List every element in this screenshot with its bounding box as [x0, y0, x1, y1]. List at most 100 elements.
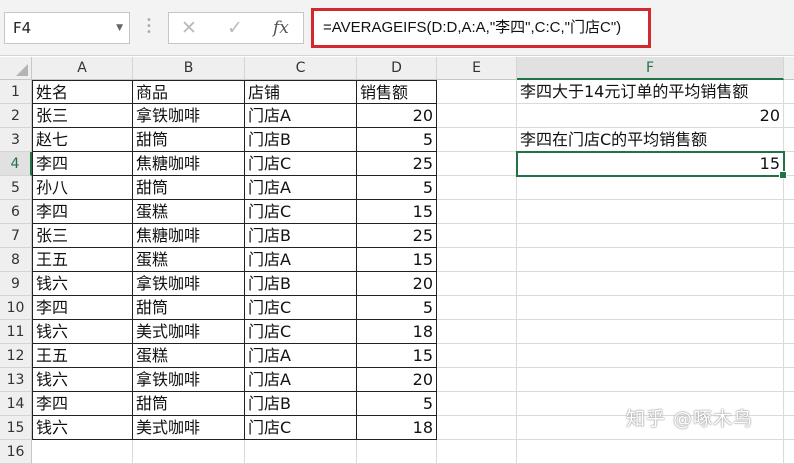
row-header[interactable]: 9: [0, 272, 32, 296]
table-cell[interactable]: 蛋糕: [133, 248, 245, 272]
cell[interactable]: [437, 80, 517, 104]
chevron-down-icon[interactable]: ▼: [116, 23, 123, 33]
row-header[interactable]: 1: [0, 80, 32, 104]
formula-input[interactable]: =AVERAGEIFS(D:D,A:A,"李四",C:C,"门店C"): [311, 8, 651, 48]
row-header[interactable]: 15: [0, 416, 32, 440]
table-cell[interactable]: 门店A: [245, 368, 357, 392]
select-all-button[interactable]: [0, 57, 32, 80]
enter-icon[interactable]: ✓: [227, 17, 243, 39]
cell[interactable]: [437, 296, 517, 320]
table-cell[interactable]: 李四: [32, 200, 133, 224]
cell[interactable]: [517, 416, 784, 440]
cell[interactable]: [437, 416, 517, 440]
cell[interactable]: [784, 224, 794, 248]
cell[interactable]: [784, 344, 794, 368]
cell[interactable]: 20: [517, 104, 784, 128]
cell[interactable]: [784, 392, 794, 416]
row-header[interactable]: 4: [0, 152, 32, 176]
table-cell[interactable]: 25: [357, 224, 437, 248]
table-cell[interactable]: 甜筒: [133, 176, 245, 200]
column-header[interactable]: B: [133, 57, 245, 80]
table-cell[interactable]: 蛋糕: [133, 344, 245, 368]
cell[interactable]: [517, 344, 784, 368]
table-cell[interactable]: 门店B: [245, 392, 357, 416]
table-cell[interactable]: 甜筒: [133, 392, 245, 416]
cell[interactable]: [245, 440, 357, 464]
cell[interactable]: [357, 440, 437, 464]
cell[interactable]: [517, 272, 784, 296]
column-header[interactable]: F: [517, 57, 784, 80]
cell[interactable]: [32, 440, 133, 464]
cell[interactable]: 李四在门店C的平均销售额: [517, 128, 784, 152]
table-cell[interactable]: 孙八: [32, 176, 133, 200]
table-cell[interactable]: 门店C: [245, 296, 357, 320]
cell[interactable]: [784, 152, 794, 176]
table-cell[interactable]: 门店A: [245, 104, 357, 128]
drag-handle-icon[interactable]: • • •: [146, 15, 152, 38]
cell[interactable]: 李四大于14元订单的平均销售额: [517, 80, 784, 104]
table-cell[interactable]: 商品: [133, 80, 245, 104]
table-cell[interactable]: 门店A: [245, 176, 357, 200]
table-cell[interactable]: 20: [357, 272, 437, 296]
column-header[interactable]: C: [245, 57, 357, 80]
cell[interactable]: [784, 80, 794, 104]
table-cell[interactable]: 门店B: [245, 272, 357, 296]
row-header[interactable]: 13: [0, 368, 32, 392]
table-cell[interactable]: 拿铁咖啡: [133, 272, 245, 296]
cell[interactable]: [784, 320, 794, 344]
table-cell[interactable]: 20: [357, 368, 437, 392]
table-cell[interactable]: 门店A: [245, 344, 357, 368]
table-cell[interactable]: 18: [357, 320, 437, 344]
table-cell[interactable]: 美式咖啡: [133, 416, 245, 440]
cell[interactable]: [784, 248, 794, 272]
table-cell[interactable]: 5: [357, 176, 437, 200]
table-cell[interactable]: 5: [357, 392, 437, 416]
row-header[interactable]: 12: [0, 344, 32, 368]
row-header[interactable]: 16: [0, 440, 32, 464]
table-cell[interactable]: 王五: [32, 248, 133, 272]
cell[interactable]: [437, 224, 517, 248]
cell[interactable]: [437, 392, 517, 416]
table-cell[interactable]: 5: [357, 128, 437, 152]
cell[interactable]: [437, 344, 517, 368]
table-cell[interactable]: 销售额: [357, 80, 437, 104]
row-header[interactable]: 2: [0, 104, 32, 128]
table-cell[interactable]: 李四: [32, 296, 133, 320]
cell[interactable]: [517, 248, 784, 272]
table-cell[interactable]: 18: [357, 416, 437, 440]
cell[interactable]: [437, 368, 517, 392]
table-cell[interactable]: 拿铁咖啡: [133, 368, 245, 392]
table-cell[interactable]: 门店B: [245, 128, 357, 152]
name-box[interactable]: F4 ▼: [4, 12, 130, 44]
table-cell[interactable]: 钱六: [32, 368, 133, 392]
table-cell[interactable]: 蛋糕: [133, 200, 245, 224]
table-cell[interactable]: 美式咖啡: [133, 320, 245, 344]
cell[interactable]: [437, 248, 517, 272]
table-cell[interactable]: 店铺: [245, 80, 357, 104]
cell[interactable]: [437, 320, 517, 344]
cell[interactable]: [784, 128, 794, 152]
row-header[interactable]: 7: [0, 224, 32, 248]
cell[interactable]: [517, 368, 784, 392]
table-cell[interactable]: 钱六: [32, 272, 133, 296]
column-header[interactable]: D: [357, 57, 437, 80]
table-cell[interactable]: 钱六: [32, 320, 133, 344]
cell[interactable]: [437, 104, 517, 128]
row-header[interactable]: 8: [0, 248, 32, 272]
table-cell[interactable]: 姓名: [32, 80, 133, 104]
cell[interactable]: [517, 224, 784, 248]
cell[interactable]: [784, 440, 794, 464]
cancel-icon[interactable]: ✕: [181, 17, 197, 39]
cell[interactable]: [517, 176, 784, 200]
column-header[interactable]: A: [32, 57, 133, 80]
table-cell[interactable]: 15: [357, 248, 437, 272]
table-cell[interactable]: 15: [357, 344, 437, 368]
table-cell[interactable]: 15: [357, 200, 437, 224]
table-cell[interactable]: 拿铁咖啡: [133, 104, 245, 128]
table-cell[interactable]: 焦糖咖啡: [133, 152, 245, 176]
cell[interactable]: [784, 296, 794, 320]
row-header[interactable]: 11: [0, 320, 32, 344]
table-cell[interactable]: 焦糖咖啡: [133, 224, 245, 248]
cell[interactable]: [133, 440, 245, 464]
table-cell[interactable]: 5: [357, 296, 437, 320]
